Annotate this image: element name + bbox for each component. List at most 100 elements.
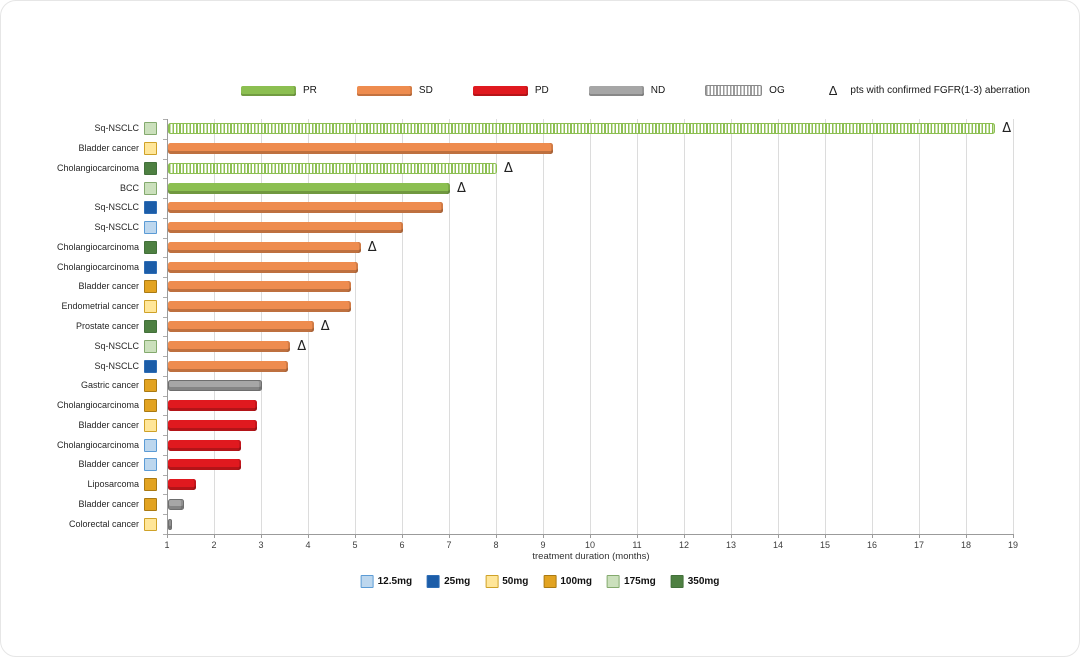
- y-axis-tick: [163, 336, 167, 338]
- row-label: Cholangiocarcinoma: [56, 162, 139, 173]
- x-axis-tick: [778, 534, 779, 538]
- gridline: [355, 119, 356, 534]
- dose-legend-label: 350mg: [687, 576, 720, 587]
- gridline: [778, 119, 779, 534]
- row-label: Sq-NSCLC: [94, 123, 139, 134]
- x-axis-tick: [308, 534, 309, 538]
- status-legend-swatch: [705, 85, 763, 96]
- gridline: [637, 119, 638, 534]
- dose-legend-swatch: [670, 575, 684, 588]
- dose-legend-label: 175mg: [624, 576, 656, 587]
- y-axis-tick: [163, 257, 167, 259]
- gridline: [590, 119, 591, 534]
- fgfr-delta-marker: Δ: [320, 319, 330, 334]
- x-tick-label: 15: [819, 540, 831, 550]
- y-axis-tick: [163, 454, 167, 456]
- gridline: [402, 119, 403, 534]
- y-axis-tick: [163, 474, 167, 476]
- status-legend-label: OG: [769, 85, 785, 96]
- dose-legend-item: 50mg: [485, 575, 528, 588]
- y-axis-tick: [163, 178, 167, 180]
- x-axis-line: [167, 534, 1013, 535]
- y-axis-tick: [163, 296, 167, 298]
- x-tick-label: 1: [164, 540, 170, 550]
- treatment-bar: [168, 340, 291, 352]
- row-label: Endometrial cancer: [61, 301, 139, 312]
- dose-legend-item: 25mg: [427, 575, 470, 588]
- dose-indicator-square: [144, 339, 157, 353]
- gridline: [966, 119, 967, 534]
- row-label: Cholangiocarcinoma: [56, 261, 139, 272]
- x-tick-label: 12: [678, 540, 690, 550]
- x-axis-tick: [872, 534, 873, 538]
- gridline: [731, 119, 732, 534]
- delta-symbol: Δ: [828, 83, 838, 98]
- dose-indicator-square: [144, 260, 157, 274]
- y-axis-tick: [163, 375, 167, 377]
- fgfr-delta-marker: Δ: [1002, 121, 1012, 137]
- treatment-bar: [168, 439, 241, 451]
- y-axis-tick: [163, 435, 167, 437]
- row-label: Cholangiocarcinoma: [56, 439, 139, 450]
- dose-legend-item: 100mg: [543, 575, 592, 588]
- gridline: [496, 119, 497, 534]
- x-tick-label: 17: [913, 540, 925, 550]
- y-axis-tick: [163, 356, 167, 358]
- x-axis-title: treatment duration (months): [532, 551, 650, 562]
- treatment-bar: [168, 400, 258, 412]
- row-label: Sq-NSCLC: [94, 340, 139, 351]
- treatment-bar: [168, 360, 288, 372]
- row-label: Bladder cancer: [78, 459, 139, 470]
- fgfr-delta-marker: Δ: [504, 160, 513, 176]
- status-legend-item: PD: [472, 85, 549, 96]
- x-axis-tick: [449, 534, 450, 538]
- treatment-bar: [168, 162, 497, 174]
- dose-legend: 12.5mg 25mg 50mg 100mg 175mg 350mg: [360, 575, 720, 588]
- treatment-bar: [168, 518, 172, 530]
- row-label: Sq-NSCLC: [94, 202, 139, 213]
- treatment-bar: [168, 459, 241, 471]
- dose-legend-swatch: [427, 575, 441, 588]
- x-tick-label: 19: [1007, 540, 1019, 550]
- row-label: Gastric cancer: [80, 380, 139, 391]
- status-legend-swatch: [472, 85, 528, 96]
- dose-legend-swatch: [543, 575, 557, 588]
- y-axis-tick: [163, 316, 167, 318]
- dose-indicator-square: [144, 240, 157, 254]
- row-label: Bladder cancer: [78, 419, 139, 430]
- row-label: Bladder cancer: [78, 498, 139, 509]
- x-axis-tick: [684, 534, 685, 538]
- x-axis-tick: [261, 534, 262, 538]
- dose-indicator-square: [144, 142, 157, 156]
- dose-indicator-square: [144, 221, 157, 235]
- x-axis-tick: [1013, 534, 1014, 538]
- x-tick-label: 2: [211, 540, 217, 550]
- treatment-bar: [168, 202, 443, 214]
- y-axis-tick: [163, 277, 167, 279]
- dose-indicator-square: [144, 399, 157, 413]
- gridline: [825, 119, 826, 534]
- x-axis-tick: [825, 534, 826, 538]
- x-axis-tick: [543, 534, 544, 538]
- status-legend-label: ND: [650, 85, 666, 96]
- x-axis-tick: [214, 534, 215, 538]
- dose-indicator-square: [144, 379, 157, 393]
- status-legend-swatch: [356, 85, 412, 96]
- x-axis-tick: [637, 534, 638, 538]
- x-axis-tick: [402, 534, 403, 538]
- x-axis-tick: [167, 534, 168, 538]
- y-axis-tick: [163, 534, 167, 535]
- y-axis-line: [167, 119, 168, 534]
- dose-indicator-square: [144, 359, 157, 373]
- dose-legend-item: 175mg: [607, 575, 656, 588]
- row-label: Sq-NSCLC: [94, 222, 139, 233]
- delta-note-text: pts with confirmed FGFR(1-3) aberration: [850, 85, 1030, 96]
- status-legend-swatch: [241, 85, 296, 96]
- gridline: [543, 119, 544, 534]
- treatment-bar: [168, 222, 403, 234]
- y-axis-tick: [163, 494, 167, 496]
- dose-indicator-square: [144, 280, 157, 294]
- dose-legend-label: 100mg: [560, 576, 593, 587]
